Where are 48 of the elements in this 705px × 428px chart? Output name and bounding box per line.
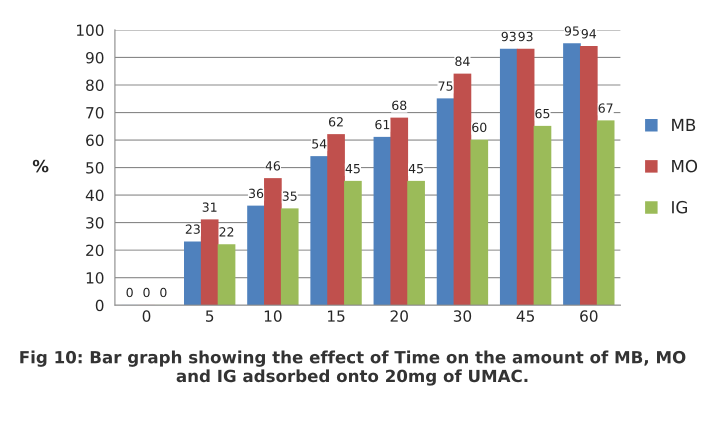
data-label: 62 xyxy=(328,117,343,127)
y-tick-label: 40 xyxy=(86,190,104,202)
x-tick-label: 0 xyxy=(142,310,150,322)
y-tick-label: 70 xyxy=(86,106,104,119)
x-tick-label: 45 xyxy=(516,310,534,322)
y-tick-label: 10 xyxy=(86,272,104,284)
y-tick-label: 30 xyxy=(86,217,104,229)
data-label: 22 xyxy=(220,227,234,236)
x-tick-label: 15 xyxy=(328,310,344,322)
data-label: 0 xyxy=(126,288,133,298)
data-label: 95 xyxy=(564,26,579,36)
data-label: 75 xyxy=(438,81,452,91)
data-label: 54 xyxy=(312,139,326,149)
data-label: 46 xyxy=(266,161,280,171)
data-label: 67 xyxy=(598,103,613,113)
y-axis-title: % xyxy=(32,160,48,172)
x-tick-label: 20 xyxy=(390,310,408,322)
legend-label: MB xyxy=(672,118,696,132)
data-label: 23 xyxy=(186,224,200,234)
data-label: 84 xyxy=(455,56,470,66)
data-label: 68 xyxy=(392,100,406,110)
data-label: 61 xyxy=(375,120,390,130)
caption: Fig 10: Bar graph showing the effect of Time on the amount of MB, MO and IG adsorbed onto 20mg of UMAC. xyxy=(20,350,686,386)
x-tick-label: 30 xyxy=(454,310,472,322)
data-label: 45 xyxy=(346,164,360,174)
data-label: 65 xyxy=(535,108,550,118)
y-tick-label: 90 xyxy=(86,52,104,64)
y-tick-label: 0 xyxy=(96,300,104,312)
x-tick-label: 60 xyxy=(580,310,598,322)
y-tick-label: 80 xyxy=(86,79,104,92)
y-tick-label: 20 xyxy=(86,244,104,256)
data-label: 93 xyxy=(518,32,533,42)
data-label: 94 xyxy=(582,29,596,38)
data-label: 45 xyxy=(408,164,423,174)
y-tick-label: 100 xyxy=(77,24,104,36)
x-tick-label: 5 xyxy=(206,310,214,322)
data-label: 31 xyxy=(202,202,216,212)
legend-label: IG xyxy=(672,200,687,214)
legend-label: MO xyxy=(672,160,698,172)
y-tick-label: 60 xyxy=(86,134,104,146)
data-label: 36 xyxy=(249,188,264,198)
x-tick-label: 10 xyxy=(264,310,282,322)
data-label: 35 xyxy=(282,191,297,201)
data-label: 0 xyxy=(143,288,150,298)
data-label: 93 xyxy=(502,32,516,42)
y-tick-label: 50 xyxy=(86,162,104,174)
data-label: 0 xyxy=(160,288,167,298)
data-label: 60 xyxy=(472,122,486,132)
